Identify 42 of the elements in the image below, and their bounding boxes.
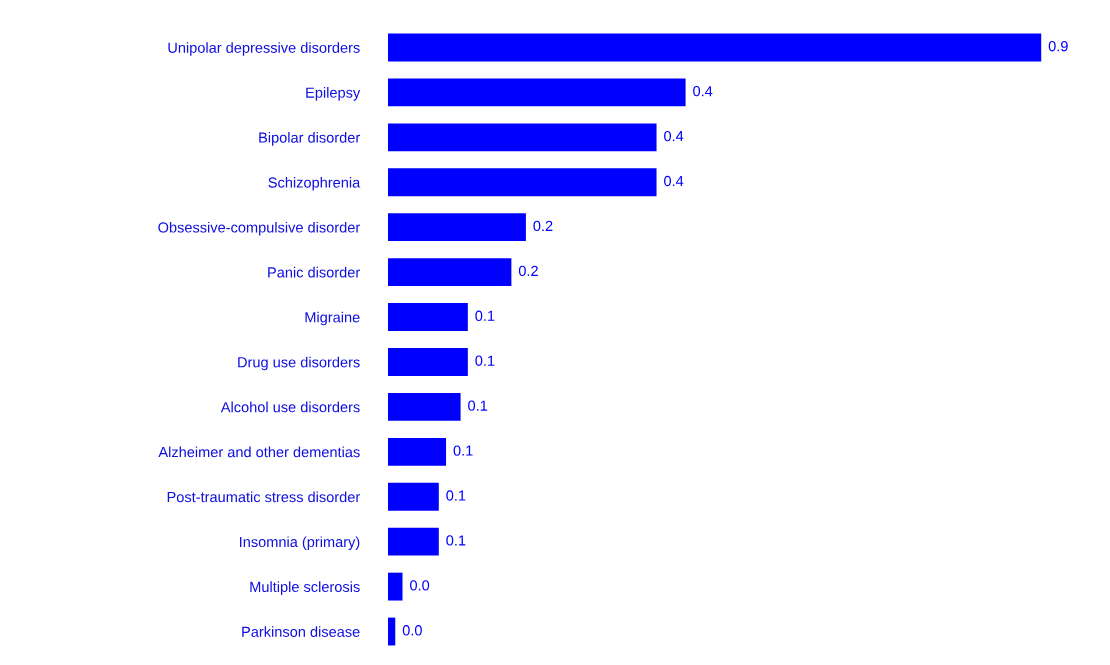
bar: [388, 617, 396, 646]
bar: [388, 348, 468, 376]
data-label: 0.1: [475, 310, 495, 321]
bar: [388, 482, 439, 511]
bar: [388, 258, 512, 287]
bar: [388, 33, 1042, 62]
bar: [388, 392, 461, 421]
y-tick-label: Multiple sclerosis: [250, 581, 360, 595]
data-label: 0.4: [664, 130, 684, 142]
y-tick-label: Epilepsy: [306, 87, 361, 101]
y-tick-label: Drug use disorders: [238, 356, 360, 371]
data-label: 0.1: [475, 355, 495, 366]
bar: [388, 123, 657, 152]
data-label: 0.4: [664, 175, 684, 187]
y-tick-label: Panic disorder: [268, 266, 360, 278]
data-label: 0.4: [693, 85, 713, 97]
y-tick-label: Post-traumatic stress disorder: [167, 491, 360, 503]
data-label: 0.2: [518, 265, 538, 277]
data-label: 0.0: [402, 625, 422, 636]
data-label: 0.1: [446, 490, 466, 501]
data-label: 0.1: [468, 400, 488, 411]
bar: [388, 572, 403, 601]
y-tick-label: Alcohol use disorders: [220, 401, 360, 413]
y-tick-label: Insomnia (primary): [240, 536, 360, 550]
data-label: 0.2: [533, 220, 553, 232]
y-tick-label: Obsessive-compulsive disorder: [158, 221, 360, 236]
y-tick-label: Unipolar depressive disorders: [168, 42, 360, 56]
y-tick-label: Migraine: [305, 311, 360, 326]
bar: [388, 527, 439, 556]
bar: [388, 168, 657, 197]
bar: [388, 213, 526, 242]
bar: [388, 78, 686, 107]
data-label: 0.1: [446, 535, 466, 546]
data-label: 0.0: [410, 580, 430, 591]
y-tick-label: Alzheimer and other dementias: [158, 446, 360, 458]
bar: [388, 303, 468, 331]
y-tick-label: Schizophrenia: [268, 176, 361, 191]
data-label: 0.9: [1048, 41, 1068, 52]
y-tick-label: Bipolar disorder: [259, 132, 360, 146]
bar: [388, 437, 447, 466]
y-tick-label: Parkinson disease: [242, 626, 360, 637]
data-label: 0.1: [453, 445, 473, 456]
